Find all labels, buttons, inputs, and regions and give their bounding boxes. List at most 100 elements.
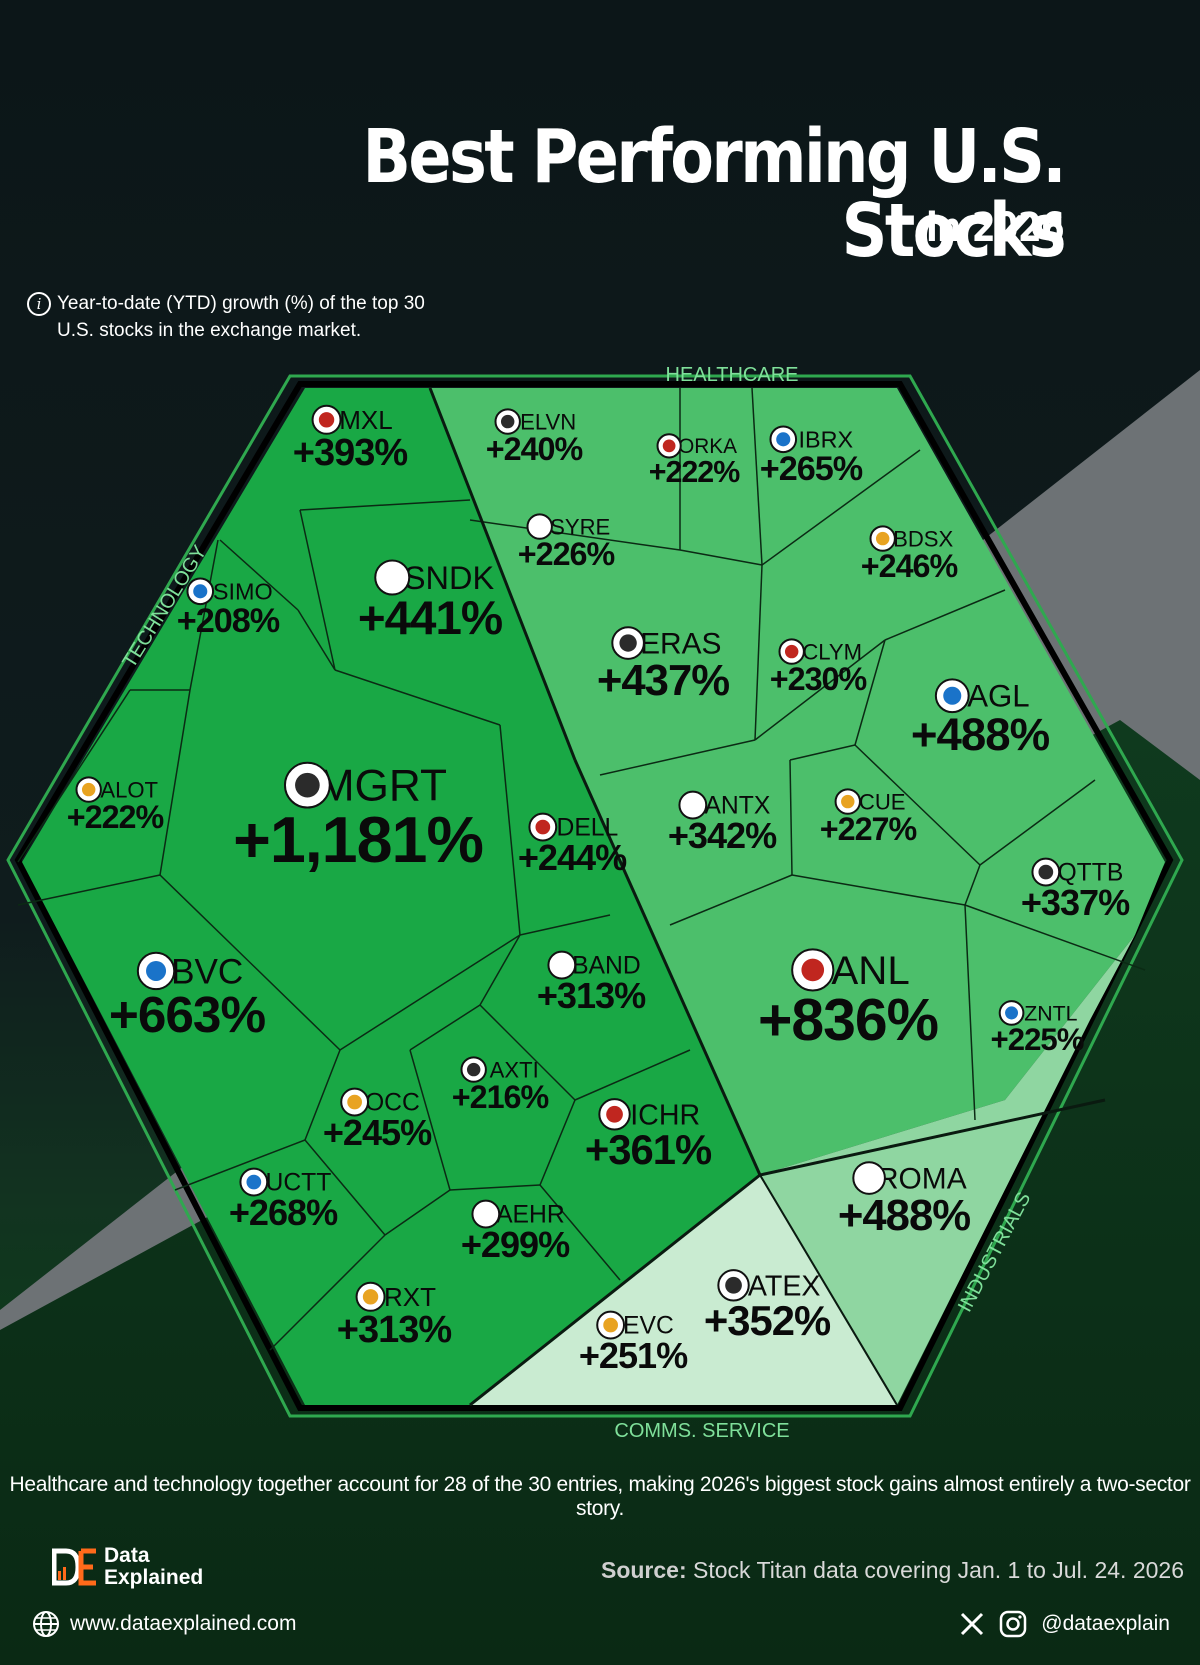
instagram-icon[interactable]	[999, 1610, 1027, 1638]
stock-cell-bvc[interactable]: BVC+663%	[109, 951, 266, 1043]
stock-cell-dell[interactable]: DELL+244%	[518, 812, 628, 878]
sector-divider	[759, 1098, 1106, 1177]
stock-cell-simo[interactable]: SIMO+208%	[177, 577, 281, 640]
sector-region-technology	[22, 388, 760, 1405]
cell-border	[174, 1139, 306, 1191]
cell-border	[384, 1189, 451, 1236]
stock-growth-value: +225%	[991, 1022, 1084, 1057]
cell-border	[539, 1099, 576, 1186]
stock-cell-mxl[interactable]: MXL+393%	[293, 404, 408, 474]
company-logo-mark	[606, 1105, 623, 1123]
stock-cell-ibrx[interactable]: IBRX+265%	[760, 425, 864, 488]
x-icon[interactable]	[959, 1611, 985, 1637]
company-logo-mark	[1005, 1006, 1019, 1020]
company-logo-mark	[662, 439, 676, 453]
stock-cell-sndk[interactable]: SNDK+441%	[358, 559, 503, 645]
stock-cell-qttb[interactable]: QTTB+337%	[1021, 857, 1131, 923]
stock-cell-mgrt[interactable]: MGRT+1,181%	[233, 762, 484, 876]
stock-cell-atex[interactable]: ATEX+352%	[704, 1269, 832, 1344]
cell-border	[479, 1004, 576, 1101]
stock-ticker: UCTT	[265, 1170, 331, 1197]
stock-growth-value: +313%	[337, 1309, 452, 1351]
stock-cell-antx[interactable]: ANTX+342%	[668, 790, 778, 856]
stock-growth-value: +268%	[229, 1192, 338, 1233]
stock-ticker: ANL	[831, 948, 909, 993]
sector-divider	[573, 759, 762, 1176]
cell-border	[754, 564, 763, 741]
hexagon-inner-border	[14, 381, 1174, 1411]
source-credit: Source: Stock Titan data covering Jan. 1…	[601, 1557, 1184, 1584]
stock-ticker: ROMA	[877, 1162, 967, 1195]
footnote: Healthcare and technology together accou…	[9, 1473, 1191, 1520]
company-logo-mark	[603, 1317, 618, 1333]
stock-ticker: BAND	[572, 953, 641, 980]
cell-border	[854, 744, 981, 866]
stock-cell-alot[interactable]: ALOT+222%	[67, 776, 165, 835]
stock-cell-syre[interactable]: SYRE+226%	[518, 513, 616, 572]
source-label: Source:	[600, 1557, 687, 1583]
stock-cell-eras[interactable]: ERAS+437%	[597, 626, 730, 705]
stock-growth-value: +313%	[537, 975, 646, 1016]
stock-cell-clym[interactable]: CLYM+230%	[770, 638, 868, 697]
stock-cell-ichr[interactable]: ICHR+361%	[585, 1098, 713, 1173]
social-handle[interactable]: @dataexplain	[1041, 1612, 1170, 1635]
cell-border	[499, 724, 521, 936]
cell-border	[304, 1049, 341, 1141]
stock-cell-bdsx[interactable]: BDSX+246%	[861, 525, 959, 584]
stock-cell-band[interactable]: BAND+313%	[537, 950, 647, 1016]
stock-cell-anl[interactable]: ANL+836%	[758, 948, 939, 1053]
stock-cell-aehr[interactable]: AEHR+299%	[461, 1199, 571, 1265]
info-note: i Year-to-date (YTD) growth (%) of the t…	[27, 290, 437, 344]
stock-ticker: SYRE	[550, 514, 610, 539]
cell-border	[304, 1139, 386, 1236]
stock-growth-value: +342%	[668, 815, 777, 856]
stock-growth-value: +437%	[597, 656, 729, 705]
cell-border	[299, 499, 471, 511]
stock-cell-orka[interactable]: ORKA+222%	[649, 433, 741, 489]
stock-ticker: SIMO	[213, 579, 273, 605]
stock-cell-axti[interactable]: AXTI+216%	[452, 1056, 550, 1115]
stock-growth-value: +240%	[486, 431, 583, 467]
company-logo-mark	[146, 960, 167, 981]
website-link[interactable]: www.dataexplained.com	[32, 1610, 296, 1638]
stock-cell-roma[interactable]: ROMA+488%	[838, 1161, 971, 1240]
stock-ticker: CUE	[859, 789, 906, 814]
company-logo-mark	[841, 794, 855, 809]
stock-ticker: RXT	[384, 1282, 436, 1312]
cell-border	[17, 874, 161, 906]
company-logo-mark	[382, 568, 402, 587]
cell-border	[539, 1184, 621, 1281]
company-logo-mark	[725, 1276, 742, 1294]
stock-growth-value: +441%	[358, 592, 502, 645]
stock-cell-rxt[interactable]: RXT+313%	[337, 1281, 452, 1351]
source-text: Stock Titan data covering Jan. 1 to Jul.…	[693, 1557, 1184, 1583]
stock-cell-evc[interactable]: EVC+251%	[579, 1310, 689, 1376]
sector-divider	[759, 1174, 898, 1406]
sector-label-comms: COMMS. SERVICE	[614, 1420, 789, 1442]
stock-ticker: EVC	[623, 1313, 674, 1340]
cell-border	[519, 914, 611, 936]
stock-cell-agl[interactable]: AGL+488%	[911, 678, 1051, 760]
stock-cell-uctt[interactable]: UCTT+268%	[229, 1167, 339, 1233]
stock-growth-value: +1,181%	[233, 804, 483, 876]
stock-cell-zntl[interactable]: ZNTL+225%	[991, 1000, 1085, 1057]
stock-growth-value: +246%	[861, 548, 958, 584]
page-subtitle: in 2026	[926, 205, 1065, 251]
cell-border	[409, 1004, 481, 1051]
cell-border	[599, 739, 756, 776]
cell-border	[854, 639, 886, 746]
stock-growth-value: +361%	[585, 1126, 712, 1173]
cell-border	[189, 539, 219, 691]
cell-border	[751, 387, 763, 566]
stock-cell-cue[interactable]: CUE+227%	[820, 788, 918, 847]
company-logo-mark	[193, 584, 208, 599]
sector-region-industrials	[760, 935, 1135, 1405]
stock-ticker: BDSX	[893, 526, 953, 551]
stock-growth-value: +222%	[649, 455, 740, 489]
stock-growth-value: +245%	[323, 1112, 432, 1153]
stock-cell-elvn[interactable]: ELVN+240%	[486, 408, 584, 467]
stock-ticker: QTTB	[1057, 860, 1123, 887]
stock-cell-occ[interactable]: OCC+245%	[323, 1087, 433, 1153]
info-text: Year-to-date (YTD) growth (%) of the top…	[57, 293, 425, 341]
company-logo-mark	[619, 634, 637, 652]
